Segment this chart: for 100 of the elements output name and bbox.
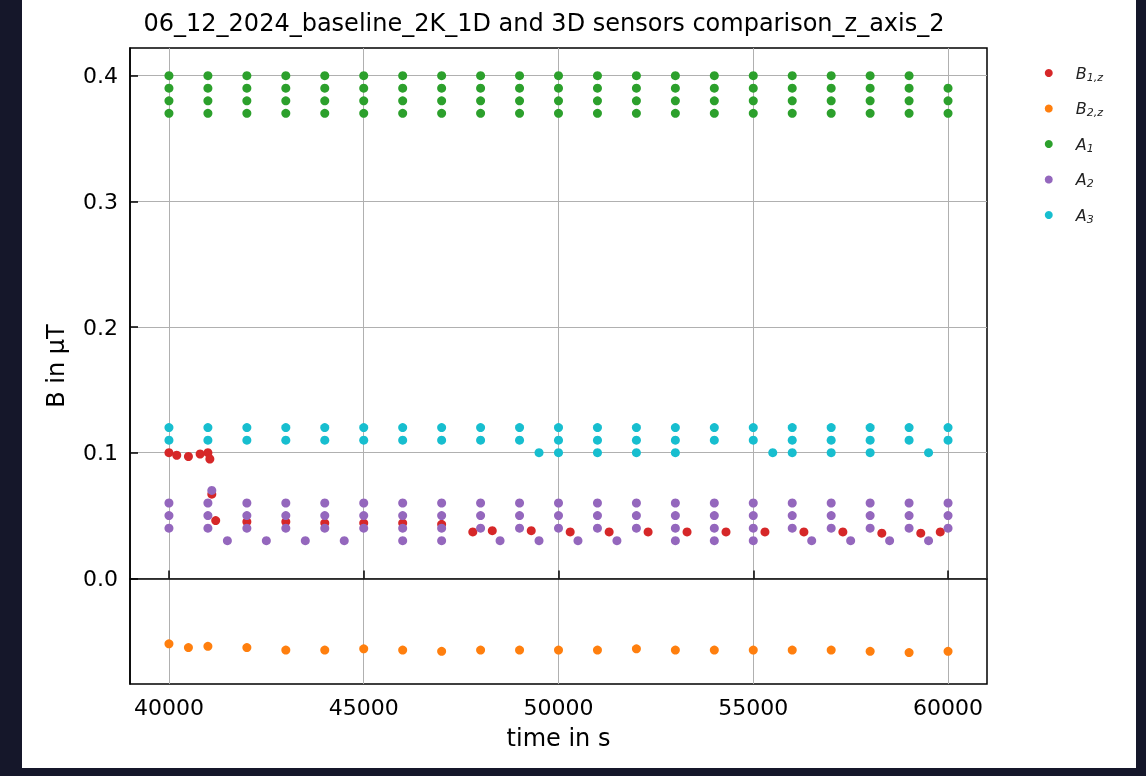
y-tick-label: 0.1 xyxy=(83,440,118,466)
point xyxy=(709,435,719,445)
point xyxy=(476,435,486,445)
point xyxy=(924,448,934,458)
point xyxy=(164,639,174,649)
point xyxy=(721,527,731,537)
point xyxy=(631,435,641,445)
point xyxy=(515,645,525,655)
point xyxy=(787,435,797,445)
point xyxy=(799,527,809,537)
point xyxy=(787,423,797,433)
point xyxy=(468,527,478,537)
point xyxy=(943,435,953,445)
point xyxy=(709,645,719,655)
point xyxy=(359,435,369,445)
point xyxy=(935,527,945,537)
point xyxy=(565,527,575,537)
point xyxy=(787,645,797,655)
point xyxy=(437,646,447,656)
point xyxy=(554,448,563,458)
x-tick-label: 60000 xyxy=(913,694,984,720)
point xyxy=(320,645,330,655)
point xyxy=(768,448,778,458)
point xyxy=(398,435,408,445)
point xyxy=(534,448,544,458)
point xyxy=(526,526,536,536)
point xyxy=(183,643,193,653)
point xyxy=(203,435,213,445)
point xyxy=(826,448,836,458)
y-axis-title: B in μT xyxy=(42,323,70,408)
point xyxy=(670,435,680,445)
y-tick-label: 0.4 xyxy=(83,63,118,89)
point xyxy=(437,435,447,445)
point xyxy=(281,423,291,433)
point xyxy=(183,452,193,461)
point xyxy=(195,449,205,459)
point xyxy=(359,423,369,433)
point xyxy=(904,423,914,433)
point xyxy=(709,423,719,433)
point xyxy=(205,454,215,464)
point xyxy=(487,526,497,536)
point xyxy=(748,645,758,655)
point xyxy=(242,423,252,433)
y-tick-label: 0.2 xyxy=(83,314,118,340)
point xyxy=(916,528,926,538)
point xyxy=(748,435,758,445)
point xyxy=(943,646,953,656)
x-tick-label: 40000 xyxy=(133,694,204,720)
point xyxy=(643,527,653,537)
point xyxy=(203,641,213,651)
point xyxy=(592,435,602,445)
point xyxy=(682,527,692,537)
point xyxy=(670,423,680,433)
point xyxy=(760,527,770,537)
point xyxy=(631,644,641,654)
point xyxy=(748,423,758,433)
point xyxy=(242,435,252,445)
x-tick-label: 45000 xyxy=(328,694,399,720)
point xyxy=(281,435,291,445)
point xyxy=(359,644,369,654)
x-tick-label: 55000 xyxy=(718,694,789,720)
point xyxy=(515,435,525,445)
point xyxy=(437,423,447,433)
point xyxy=(554,435,563,445)
x-axis-title: time in s xyxy=(506,724,611,752)
point xyxy=(826,645,836,655)
point xyxy=(592,448,602,458)
point xyxy=(826,435,836,445)
point xyxy=(904,435,914,445)
point xyxy=(211,516,221,526)
chart-title: 06_12_2024_baseline_2K_1D and 3D sensors comparison_z_axis_2 xyxy=(143,9,945,37)
x-tick-label: 50000 xyxy=(523,694,594,720)
point xyxy=(515,423,525,433)
point xyxy=(670,448,680,458)
point xyxy=(865,423,875,433)
point xyxy=(592,645,602,655)
point xyxy=(865,435,875,445)
point xyxy=(787,448,797,458)
point xyxy=(554,423,563,433)
point xyxy=(320,435,330,445)
point xyxy=(604,527,614,537)
point xyxy=(203,423,213,433)
point xyxy=(631,423,641,433)
point xyxy=(164,448,174,458)
point xyxy=(242,643,252,653)
point xyxy=(838,527,848,537)
point xyxy=(904,648,914,658)
point xyxy=(865,646,875,656)
point xyxy=(554,645,563,655)
point xyxy=(398,645,408,655)
point xyxy=(164,423,174,433)
point xyxy=(398,423,408,433)
point xyxy=(164,435,174,445)
point xyxy=(320,423,330,433)
point xyxy=(670,645,680,655)
point xyxy=(631,448,641,458)
point xyxy=(943,423,953,433)
point xyxy=(592,423,602,433)
point xyxy=(476,423,486,433)
point xyxy=(826,423,836,433)
